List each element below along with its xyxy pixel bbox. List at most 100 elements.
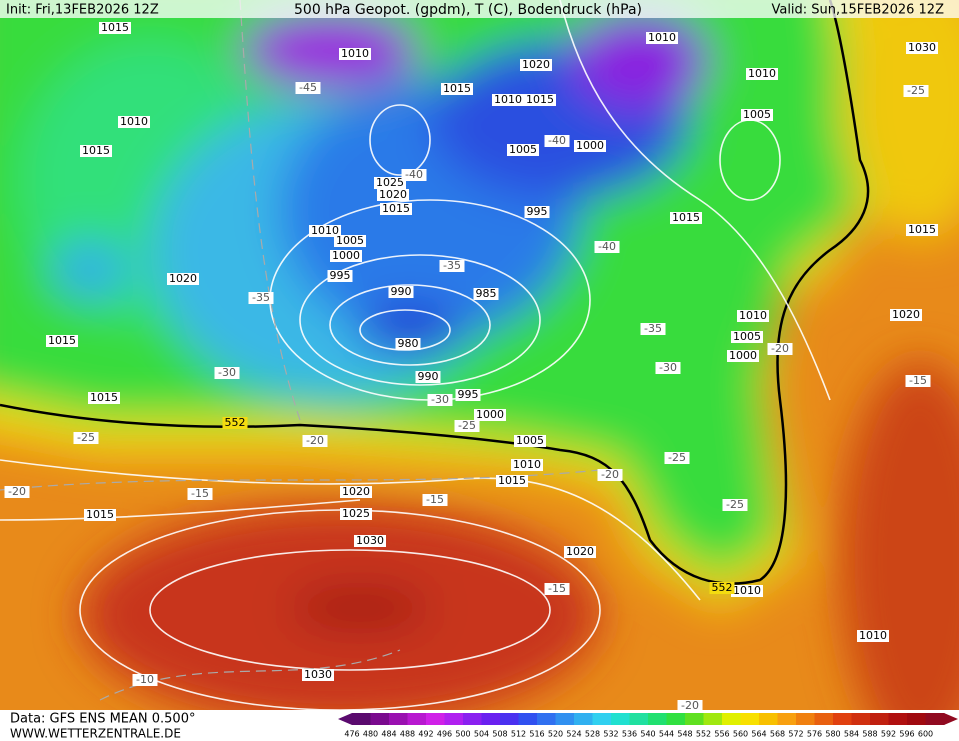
geopotential-label-bg	[222, 417, 248, 429]
isobar-label-bg	[339, 48, 371, 60]
isobar-label: 1015	[82, 144, 110, 157]
isobar-label-bg	[99, 22, 131, 34]
isobar-label-bg	[380, 203, 412, 215]
colorbar-swatch	[666, 713, 686, 725]
colorbar-label: 552	[696, 730, 711, 739]
temperature-label: -15	[191, 487, 209, 500]
temperature-label: -15	[548, 582, 566, 595]
colorbar-swatch	[537, 713, 556, 725]
isobar-label-bg	[395, 338, 421, 350]
colorbar-label: 548	[677, 730, 692, 739]
colorbar-swatch	[888, 713, 908, 725]
colorbar-swatch	[370, 713, 390, 725]
colorbar-label: 476	[344, 730, 359, 739]
temperature-label: -20	[601, 468, 619, 481]
temperature-label-bg	[664, 452, 690, 464]
isobar-label-bg	[46, 335, 78, 347]
isobar-label: 1010	[494, 93, 522, 106]
isobar-label-bg	[906, 224, 938, 236]
temperature-label: -45	[299, 81, 317, 94]
colorbar-swatch	[629, 713, 649, 725]
colorbar-swatch	[685, 713, 704, 725]
isobar-label-bg	[388, 286, 414, 298]
temperature-label: -40	[598, 240, 616, 253]
temperature-label-bg	[903, 85, 929, 97]
temperature-label: -25	[668, 451, 686, 464]
isobar-label: 1005	[336, 234, 364, 247]
isobar-label: 1020	[522, 58, 550, 71]
isobar-label-bg	[302, 669, 334, 681]
valid-text: Valid: Sun,15FEB2026 12Z	[771, 3, 944, 18]
temperature-label-bg	[73, 432, 99, 444]
isobar-label: 980	[398, 337, 419, 350]
isobar-label: 1020	[342, 485, 370, 498]
colorbar-label: 496	[437, 730, 452, 739]
isobar-label: 995	[527, 205, 548, 218]
isobar-label: 1020	[169, 272, 197, 285]
isobar-label-bg	[514, 435, 546, 447]
temperature-label: -20	[771, 342, 789, 355]
colorbar-swatch	[814, 713, 834, 725]
isobar-label: 1015	[526, 93, 554, 106]
colorbar-label: 480	[363, 730, 378, 739]
colorbar-label: 576	[807, 730, 822, 739]
isobar-label-bg	[330, 250, 362, 262]
colorbar-swatch	[352, 713, 371, 725]
temperature-label-bg	[905, 375, 931, 387]
temperature-label-bg	[544, 583, 570, 595]
colorbar-label: 536	[622, 730, 637, 739]
isobar-label-bg	[327, 270, 353, 282]
isobar-label-bg	[906, 42, 938, 54]
temperature-label-bg	[677, 700, 703, 710]
colorbar-swatch	[759, 713, 778, 725]
colorbar-swatch	[592, 713, 612, 725]
colorbar-swatch	[407, 713, 427, 725]
colorbar-label: 580	[825, 730, 840, 739]
init-text: Init: Fri,13FEB2026 12Z	[6, 3, 159, 18]
temperature-label-bg	[722, 499, 748, 511]
colorbar-arrow-left	[338, 713, 352, 725]
colorbar-label: 532	[603, 730, 618, 739]
temperature-label: -25	[77, 431, 95, 444]
temperature-label-bg	[248, 292, 274, 304]
isobar-label-bg	[455, 389, 481, 401]
temperature-label-bg	[132, 674, 158, 686]
isobar-label: 1010	[733, 584, 761, 597]
isobar-label-bg	[731, 331, 763, 343]
isobar-label-bg	[564, 546, 596, 558]
isobar-label-bg	[727, 350, 759, 362]
isobar-label-bg	[118, 116, 150, 128]
temperature-label-bg	[544, 135, 570, 147]
colorbar-swatch	[500, 713, 519, 725]
colorbar-swatch	[426, 713, 445, 725]
temperature-label: -35	[252, 291, 270, 304]
colorbar-swatch	[444, 713, 464, 725]
geopotential-label: 552	[712, 581, 733, 594]
isobar-label-bg	[746, 68, 778, 80]
isobar-label: 1025	[376, 176, 404, 189]
colorbar-swatch	[740, 713, 760, 725]
colorbar-swatch	[611, 713, 630, 725]
colorbar-swatch	[907, 713, 926, 725]
temperature-label-bg	[767, 343, 793, 355]
isobar-label: 1015	[672, 211, 700, 224]
colorbar-swatch	[574, 713, 593, 725]
temperature-label-bg	[4, 486, 30, 498]
isobar-label: 990	[418, 370, 439, 383]
isobar-label: 1010	[739, 309, 767, 322]
temperature-label: -35	[443, 259, 461, 272]
isobar-label-bg	[574, 140, 606, 152]
temperature-label-bg	[427, 394, 453, 406]
colorbar-swatch	[851, 713, 871, 725]
isobar-label: 1015	[443, 82, 471, 95]
isobar-label-bg	[524, 94, 556, 106]
temperature-label-bg	[640, 323, 666, 335]
isobar-label-bg	[857, 630, 889, 642]
colorbar-swatch	[833, 713, 852, 725]
temperature-label: -25	[907, 84, 925, 97]
footer-data: Data: GFS ENS MEAN 0.500°	[10, 712, 195, 727]
colorbar-label: 568	[770, 730, 785, 739]
colorbar-label: 540	[640, 730, 655, 739]
isobar-label: 1010	[341, 47, 369, 60]
